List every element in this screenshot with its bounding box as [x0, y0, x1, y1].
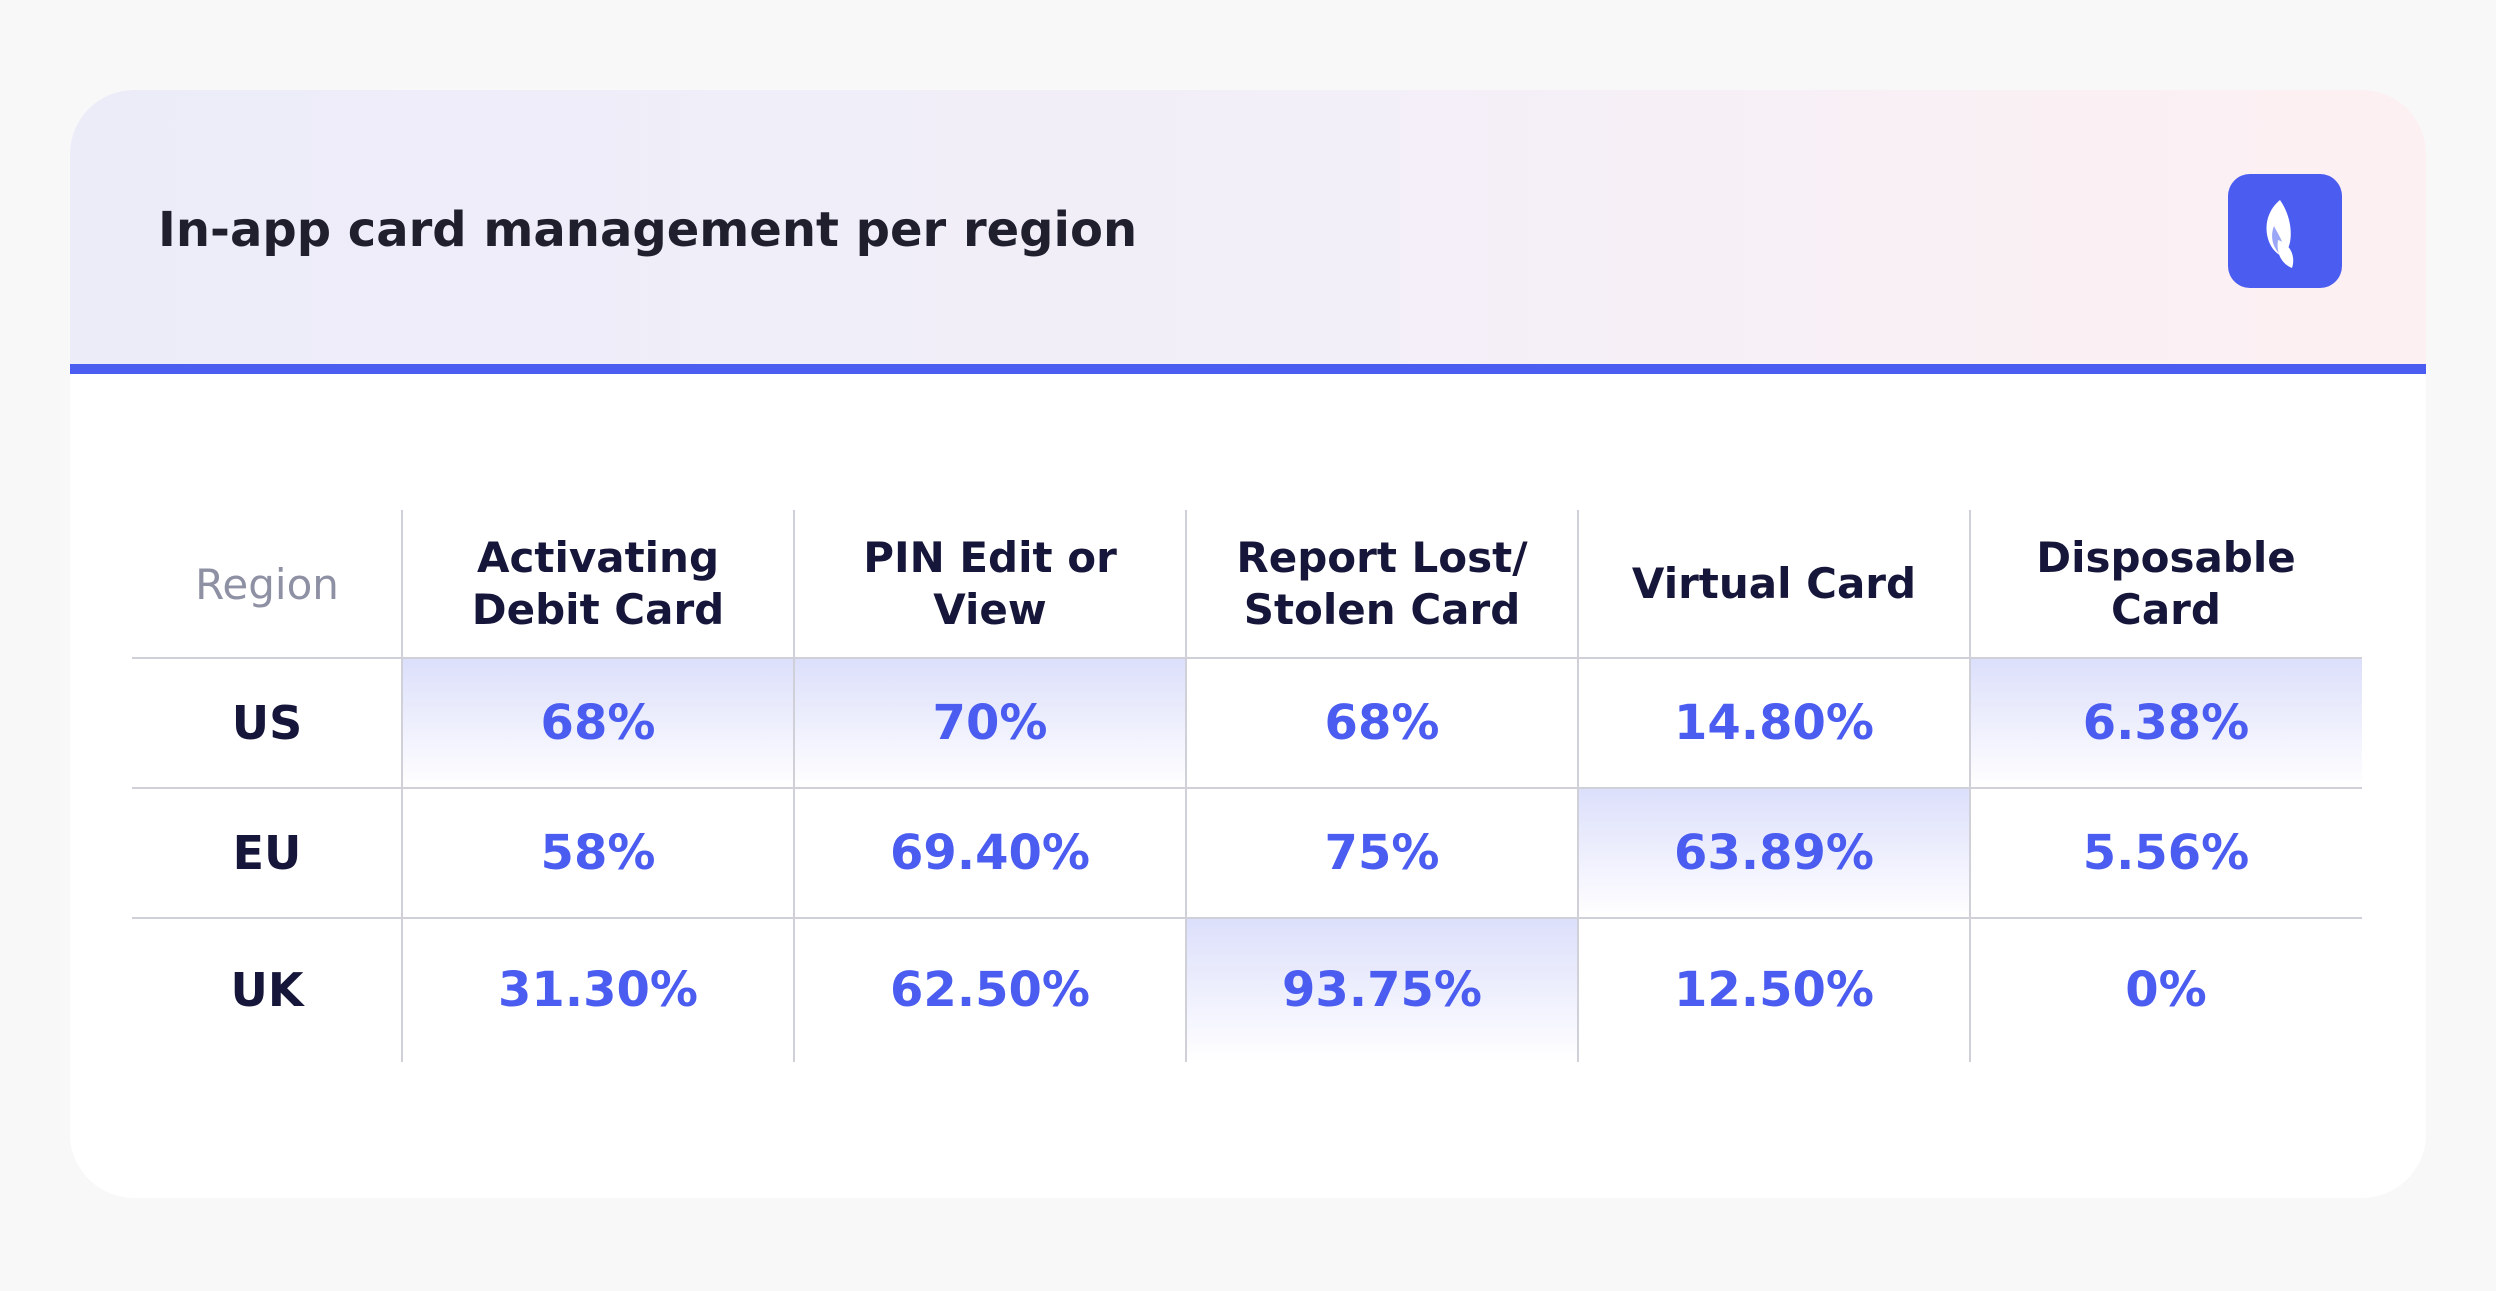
value-cell: 6.38% [2082, 695, 2250, 751]
value-cell: 68% [540, 695, 656, 751]
value-cell: 31.30% [498, 962, 698, 1018]
value-cell: 58% [540, 825, 656, 881]
column-divider [401, 510, 403, 1062]
row-header: US [231, 696, 303, 750]
column-header: Report Lost/ Stolen Card [1236, 533, 1528, 634]
value-cell: 0% [2125, 962, 2207, 1018]
value-cell: 68% [1324, 695, 1440, 751]
region-column-header: Region [195, 559, 339, 609]
brand-logo [2228, 174, 2342, 288]
column-header: Virtual Card [1631, 559, 1917, 608]
column-divider [793, 510, 795, 1062]
highlight-cell-bg [1578, 788, 1970, 918]
value-cell: 5.56% [2082, 825, 2250, 881]
column-header: PIN Edit or View [863, 533, 1117, 634]
value-cell: 69.40% [890, 825, 1090, 881]
value-cell: 93.75% [1282, 962, 1482, 1018]
value-cell: 12.50% [1674, 962, 1874, 1018]
row-header: EU [232, 826, 302, 880]
data-table: Region Activating Debit Card PIN Edit or V… [132, 510, 2362, 1150]
value-cell: 62.50% [890, 962, 1090, 1018]
highlight-cell-bg [1970, 658, 2362, 788]
row-divider [132, 917, 2362, 919]
column-divider [1969, 510, 1971, 1062]
highlight-cell-bg [794, 658, 1186, 788]
row-divider [132, 657, 2362, 659]
table-card: In-app card management per region Region… [70, 90, 2426, 1198]
brand-leaf-icon [2266, 200, 2294, 268]
column-header: Disposable Card [2036, 533, 2296, 634]
card-header [70, 90, 2426, 364]
row-divider [132, 787, 2362, 789]
value-cell: 63.89% [1674, 825, 1874, 881]
row-header: UK [230, 963, 304, 1017]
value-cell: 75% [1324, 825, 1440, 881]
column-header: Activating Debit Card [471, 533, 725, 634]
highlight-cell-bg [1186, 918, 1578, 1062]
page-title: In-app card management per region [158, 202, 1138, 258]
accent-bar [70, 364, 2426, 374]
column-divider [1185, 510, 1187, 1062]
value-cell: 70% [932, 695, 1048, 751]
highlight-cell-bg [402, 658, 794, 788]
value-cell: 14.80% [1674, 695, 1874, 751]
column-divider [1577, 510, 1579, 1062]
